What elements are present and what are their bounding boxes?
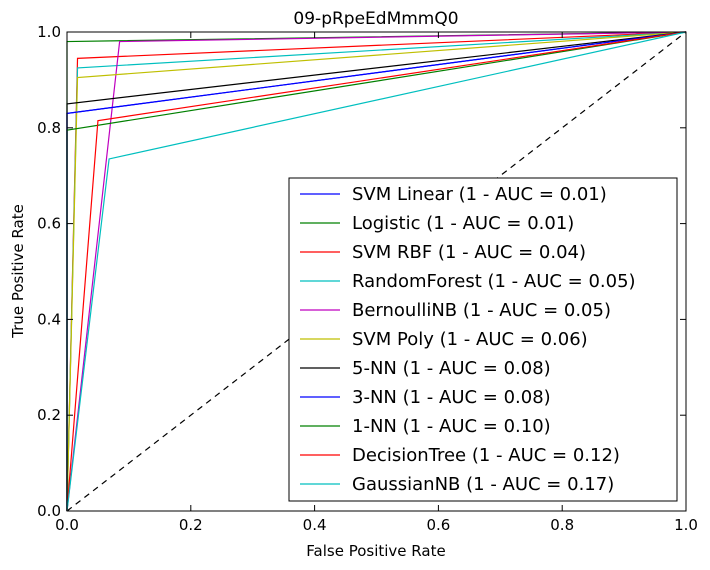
legend-label: SVM RBF (1 - AUC = 0.04) [352, 242, 586, 263]
x-tick-label: 0.4 [303, 516, 327, 534]
x-tick-label: 0.2 [179, 516, 203, 534]
x-tick-label: 0.8 [550, 516, 574, 534]
y-tick-label: 0.8 [37, 119, 61, 137]
y-tick-label: 0.6 [37, 215, 61, 233]
legend-label: 1-NN (1 - AUC = 0.10) [352, 416, 551, 437]
y-tick-label: 0.0 [37, 502, 61, 520]
y-axis-label: True Positive Rate [9, 204, 27, 339]
legend-label: BernoulliNB (1 - AUC = 0.05) [352, 300, 611, 321]
legend-label: DecisionTree (1 - AUC = 0.12) [352, 445, 620, 466]
series-line-6 [66, 31, 687, 512]
legend-label: GaussianNB (1 - AUC = 0.17) [352, 474, 614, 495]
legend-label: 3-NN (1 - AUC = 0.08) [352, 387, 551, 408]
x-tick-label: 1.0 [674, 516, 698, 534]
legend-label: RandomForest (1 - AUC = 0.05) [352, 271, 636, 292]
y-tick-label: 0.2 [37, 406, 61, 424]
legend-label: Logistic (1 - AUC = 0.01) [352, 213, 574, 234]
chance-diagonal-line [66, 31, 687, 512]
legend-box [288, 177, 678, 502]
plot-frame [66, 31, 687, 512]
ticks-layer: 0.0 0.2 0.4 0.6 0.8 1.0 0.0 0.2 0.4 0.6 0.8 1.0 [37, 23, 698, 534]
x-tick-label: 0.0 [55, 516, 79, 534]
y-tick-label: 1.0 [37, 23, 61, 41]
legend-label: SVM Poly (1 - AUC = 0.06) [352, 329, 588, 350]
x-tick-label: 0.6 [426, 516, 450, 534]
legend-entries: SVM Linear (1 - AUC = 0.01) Logistic (1 -… [300, 184, 636, 495]
x-axis-label: False Positive Rate [306, 542, 445, 560]
series-line-11 [66, 31, 687, 512]
legend-label: SVM Linear (1 - AUC = 0.01) [352, 184, 607, 205]
y-tick-label: 0.4 [37, 310, 61, 328]
legend-label: 5-NN (1 - AUC = 0.08) [352, 358, 551, 379]
chart-title: 09-pRpeEdMmmQ0 [293, 9, 458, 29]
legend: SVM Linear (1 - AUC = 0.01) Logistic (1 -… [288, 177, 678, 502]
series-line-10 [66, 31, 687, 512]
series-line-5 [66, 31, 687, 512]
